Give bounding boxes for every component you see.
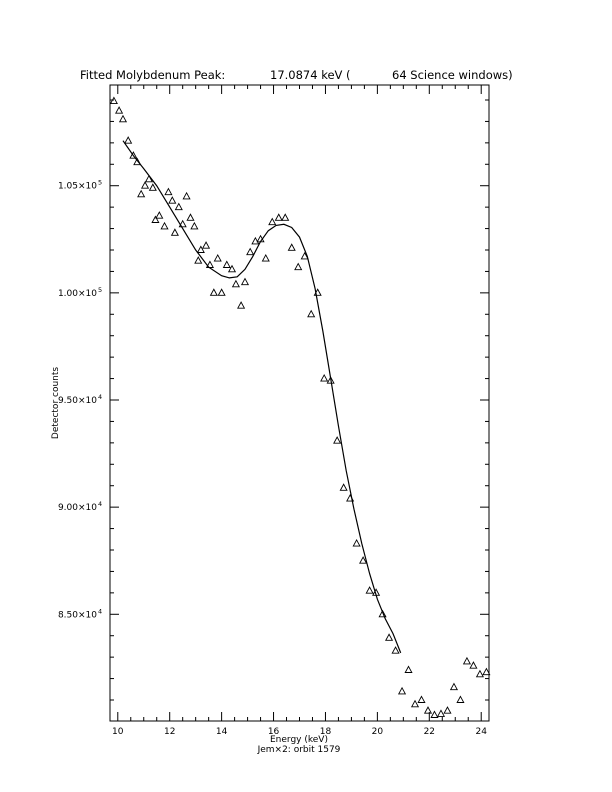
data-point [443, 706, 452, 714]
data-point [182, 191, 191, 200]
data-point [133, 157, 142, 166]
data-point [227, 264, 237, 273]
data-point [222, 260, 231, 268]
data-point [449, 682, 459, 691]
data-point [190, 221, 199, 230]
data-point [430, 710, 439, 718]
y-tick-label: 9.50×10 [58, 396, 97, 406]
chart-caption: Jem×2: orbit 1579 [257, 745, 341, 755]
data-point [140, 181, 150, 189]
data-point [391, 646, 400, 654]
fit-curve [122, 140, 402, 654]
data-point [365, 586, 374, 594]
data-point [320, 374, 329, 382]
data-point [170, 228, 179, 236]
x-tick-label: 16 [268, 727, 280, 737]
y-tick-label: 1.05×10 [58, 182, 97, 192]
data-point [174, 202, 183, 211]
data-point [307, 309, 316, 318]
data-point [456, 695, 465, 703]
data-point [274, 213, 283, 221]
data-point [482, 667, 491, 676]
y-tick-exponent: 4 [98, 607, 102, 615]
data-point [410, 699, 420, 708]
data-point [155, 211, 164, 219]
data-point [423, 706, 433, 714]
data-point [115, 106, 124, 114]
x-tick-label: 14 [216, 727, 228, 737]
data-point [151, 215, 160, 223]
data-point [352, 539, 361, 547]
data-point [148, 183, 157, 191]
data-point [333, 436, 342, 444]
data-point [294, 262, 303, 271]
data-point [217, 288, 226, 296]
data-point [246, 247, 255, 256]
data-point [287, 243, 296, 251]
y-tick-label: 9.00×10 [58, 503, 97, 513]
x-tick-label: 10 [112, 727, 124, 737]
x-axis-label: Energy (keV) [270, 735, 328, 745]
data-point [209, 288, 218, 296]
data-point [178, 219, 187, 228]
data-point [385, 633, 394, 641]
y-tick-label: 1.00×10 [58, 289, 97, 299]
data-point [201, 241, 211, 249]
data-point [359, 556, 368, 564]
x-tick-label: 12 [164, 727, 175, 737]
data-point [164, 187, 173, 196]
y-tick-exponent: 4 [98, 393, 102, 401]
data-point [124, 136, 133, 144]
y-tick-exponent: 4 [98, 500, 102, 508]
y-tick-label: 8.50×10 [58, 610, 97, 620]
data-point [417, 695, 426, 703]
y-axis-label: Detector counts [51, 367, 61, 439]
y-tick-exponent: 5 [98, 179, 102, 187]
data-point [240, 277, 250, 286]
chart-title: Fitted Molybdenum Peak: 17.0874 keV ( 64… [80, 68, 513, 82]
data-point [397, 686, 407, 695]
data-point [281, 213, 290, 221]
x-tick-label: 24 [475, 727, 487, 737]
data-point [475, 669, 484, 678]
data-point [251, 236, 260, 245]
data-point [326, 376, 335, 384]
x-tick-label: 22 [424, 727, 435, 737]
data-point [339, 483, 348, 491]
data-point [144, 174, 153, 183]
x-tick-label: 18 [320, 727, 332, 737]
data-point [129, 151, 138, 159]
data-point [462, 656, 471, 665]
data-point [118, 114, 128, 123]
data-point [213, 254, 222, 262]
data-point [300, 251, 309, 260]
data-point [436, 709, 446, 717]
data-point [168, 196, 177, 204]
y-tick-exponent: 5 [98, 286, 102, 294]
title-windows: 64 Science windows) [392, 68, 513, 82]
data-point [194, 256, 203, 264]
data-point [261, 254, 270, 262]
data-point [160, 221, 169, 230]
data-point [268, 217, 277, 226]
data-points [109, 96, 491, 718]
data-point [137, 189, 146, 198]
plot-frame [109, 84, 490, 722]
data-point [109, 96, 118, 105]
data-point [231, 279, 240, 288]
axis-ticks: 10 12 14 16 18 20 22 248.50×10 49.00×10 49.50×10 4… [58, 85, 489, 737]
title-prefix: Fitted Molybdenum Peak: [80, 68, 225, 82]
title-energy: 17.0874 keV ( [270, 68, 351, 82]
data-point [237, 301, 246, 309]
data-point [469, 661, 478, 669]
data-point [196, 245, 205, 253]
data-point [404, 665, 413, 673]
data-point [186, 213, 195, 221]
x-tick-label: 20 [372, 727, 384, 737]
data-point [378, 609, 387, 618]
